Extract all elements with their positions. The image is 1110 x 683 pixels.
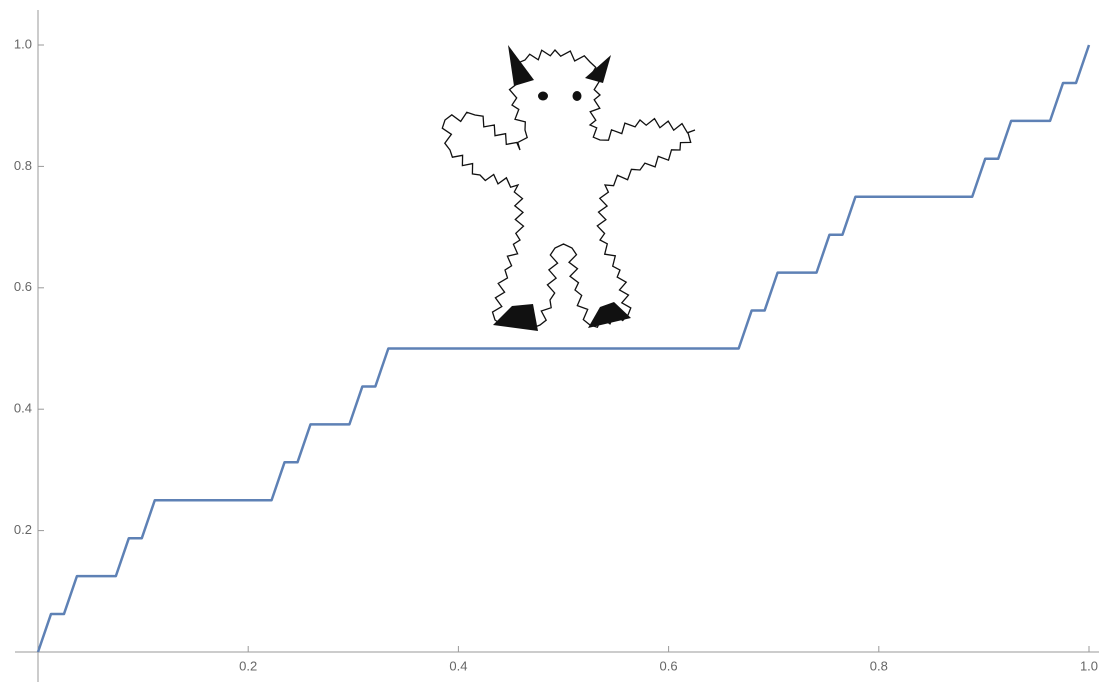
y-tick-label: 1.0 (14, 36, 32, 51)
monster-body (442, 50, 695, 328)
y-tick-label: 0.2 (14, 522, 32, 537)
chart: 0.2 0.4 0.6 0.8 1.0 0.2 0.4 0.6 0.8 1.0 (0, 0, 1110, 683)
y-tick-label: 0.4 (14, 401, 32, 416)
monster-drawing (442, 45, 695, 331)
x-tick-label: 1.0 (1080, 658, 1098, 673)
x-tick-label: 0.8 (870, 658, 888, 673)
x-tick-label: 0.6 (660, 658, 678, 673)
monster-eye (538, 92, 548, 101)
y-tick-label: 0.6 (14, 279, 32, 294)
y-tick-label: 0.8 (14, 158, 32, 173)
x-tick-label: 0.4 (449, 658, 467, 673)
x-tick-label: 0.2 (239, 658, 257, 673)
monster-eye (573, 91, 582, 101)
